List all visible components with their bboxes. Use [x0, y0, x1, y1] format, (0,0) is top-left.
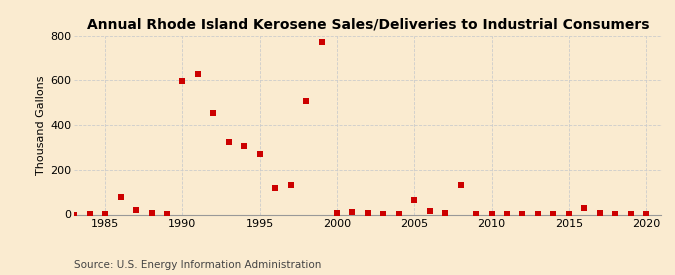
Point [362, 211, 373, 216]
Point [548, 212, 559, 216]
Point [486, 212, 497, 216]
Point [517, 212, 528, 216]
Point [115, 194, 126, 199]
Point [192, 72, 203, 76]
Point [254, 152, 265, 156]
Point [286, 183, 296, 188]
Point [270, 185, 281, 190]
Y-axis label: Thousand Gallons: Thousand Gallons [36, 75, 46, 175]
Point [300, 98, 311, 103]
Point [239, 144, 250, 148]
Point [533, 212, 543, 216]
Point [223, 140, 234, 144]
Point [579, 206, 590, 210]
Point [470, 212, 481, 216]
Title: Annual Rhode Island Kerosene Sales/Deliveries to Industrial Consumers: Annual Rhode Island Kerosene Sales/Deliv… [86, 18, 649, 32]
Point [439, 211, 450, 216]
Point [131, 208, 142, 212]
Point [84, 212, 95, 216]
Point [146, 211, 157, 216]
Point [394, 212, 404, 216]
Point [347, 210, 358, 214]
Point [208, 111, 219, 115]
Text: Source: U.S. Energy Information Administration: Source: U.S. Energy Information Administ… [74, 260, 321, 270]
Point [594, 211, 605, 216]
Point [177, 79, 188, 84]
Point [641, 212, 651, 216]
Point [564, 212, 574, 216]
Point [409, 198, 420, 202]
Point [425, 209, 435, 213]
Point [610, 212, 620, 216]
Point [502, 212, 512, 216]
Point [378, 212, 389, 216]
Point [100, 212, 111, 216]
Point [316, 40, 327, 45]
Point [161, 212, 172, 216]
Point [331, 211, 342, 216]
Point [69, 212, 80, 217]
Point [625, 212, 636, 216]
Point [455, 183, 466, 188]
